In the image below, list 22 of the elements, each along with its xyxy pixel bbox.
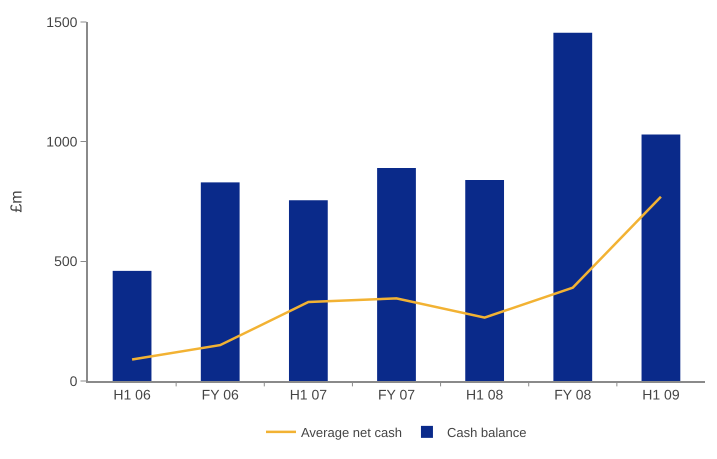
bar bbox=[377, 168, 416, 381]
x-tick-label: FY 08 bbox=[554, 386, 592, 403]
bar bbox=[200, 182, 240, 381]
y-axis-title: £m bbox=[8, 190, 26, 213]
x-tick-label: FY 06 bbox=[202, 386, 239, 403]
x-tick-label: H1 08 bbox=[466, 386, 504, 403]
legend-label: Average net cash bbox=[301, 424, 402, 440]
y-tick-label: 1000 bbox=[46, 134, 78, 150]
x-tick-label: H1 09 bbox=[642, 386, 680, 403]
bar bbox=[465, 180, 504, 381]
line-series bbox=[130, 195, 662, 361]
x-tick-label: FY 07 bbox=[378, 386, 416, 403]
bar bbox=[288, 200, 328, 381]
x-tick-label: H1 07 bbox=[290, 386, 328, 403]
y-tick-label: 0 bbox=[70, 372, 78, 389]
y-tick-label: 1500 bbox=[46, 14, 78, 30]
bar bbox=[553, 32, 592, 381]
bar bbox=[112, 270, 152, 381]
legend-label: Cash balance bbox=[446, 424, 526, 440]
y-tick-label: 500 bbox=[54, 253, 78, 270]
x-tick-label: H1 06 bbox=[113, 386, 151, 403]
bar bbox=[642, 134, 680, 381]
